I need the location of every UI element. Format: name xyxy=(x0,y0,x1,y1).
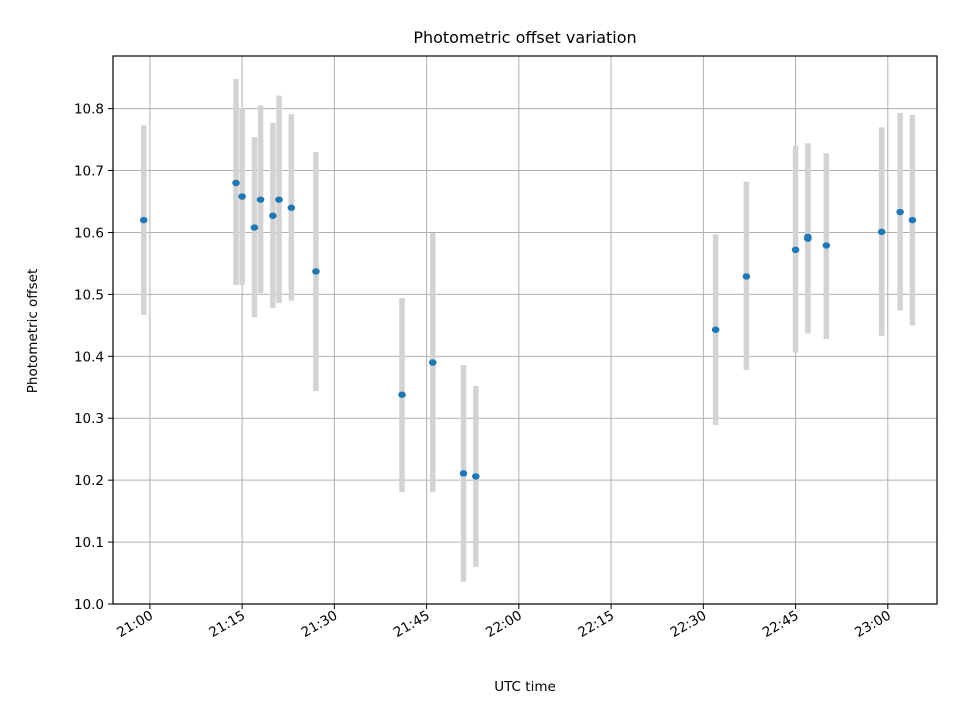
data-point xyxy=(312,268,320,275)
grid-lines xyxy=(113,56,937,604)
y-tick-label: 10.8 xyxy=(74,102,104,118)
x-axis-label: UTC time xyxy=(494,679,556,695)
data-point xyxy=(908,216,917,224)
data-point xyxy=(275,196,283,203)
error-bars xyxy=(140,78,916,582)
x-tick-label: 22:15 xyxy=(575,608,617,641)
data-points xyxy=(139,179,917,480)
data-point xyxy=(742,273,751,280)
x-tick-label: 21:15 xyxy=(206,608,248,641)
y-axis-ticks: 10.0 10.1 10.2 10.3 10.4 10.5 10.6 10.7 10.8 xyxy=(74,102,113,613)
data-point xyxy=(139,216,148,224)
y-tick-label: 10.6 xyxy=(74,225,104,241)
data-point xyxy=(428,359,437,366)
chart-title: Photometric offset variation xyxy=(413,28,636,47)
data-point xyxy=(269,212,277,219)
y-tick-label: 10.1 xyxy=(74,535,104,551)
data-point xyxy=(459,470,468,477)
y-tick-label: 10.7 xyxy=(74,164,104,180)
data-point xyxy=(238,193,246,200)
y-tick-label: 10.2 xyxy=(74,473,104,489)
y-tick-label: 10.0 xyxy=(74,597,104,613)
data-point xyxy=(398,391,406,398)
x-axis-ticks: 21:00 21:15 21:30 21:45 22:00 22:15 22:30 22:45… xyxy=(114,604,894,641)
x-tick-label: 22:00 xyxy=(483,608,525,641)
x-tick-label: 22:45 xyxy=(760,608,802,641)
data-point xyxy=(472,473,480,480)
data-point xyxy=(711,326,720,333)
y-tick-label: 10.5 xyxy=(74,287,104,303)
data-point xyxy=(232,179,240,187)
y-axis-label: Photometric offset xyxy=(25,269,41,393)
data-point xyxy=(822,242,831,249)
data-point xyxy=(791,246,800,254)
y-tick-label: 10.3 xyxy=(74,411,104,427)
y-tick-label: 10.4 xyxy=(74,349,104,365)
data-point xyxy=(250,224,259,231)
data-point xyxy=(896,208,904,216)
data-point xyxy=(804,233,812,241)
plot-frame xyxy=(112,55,938,605)
x-tick-label: 21:30 xyxy=(299,608,341,641)
data-point xyxy=(877,228,886,236)
x-tick-label: 22:30 xyxy=(668,608,710,641)
x-tick-label: 23:00 xyxy=(852,608,894,641)
data-point xyxy=(256,196,265,203)
data-point xyxy=(287,204,296,211)
x-tick-label: 21:45 xyxy=(391,608,433,641)
x-tick-label: 21:00 xyxy=(114,608,156,641)
